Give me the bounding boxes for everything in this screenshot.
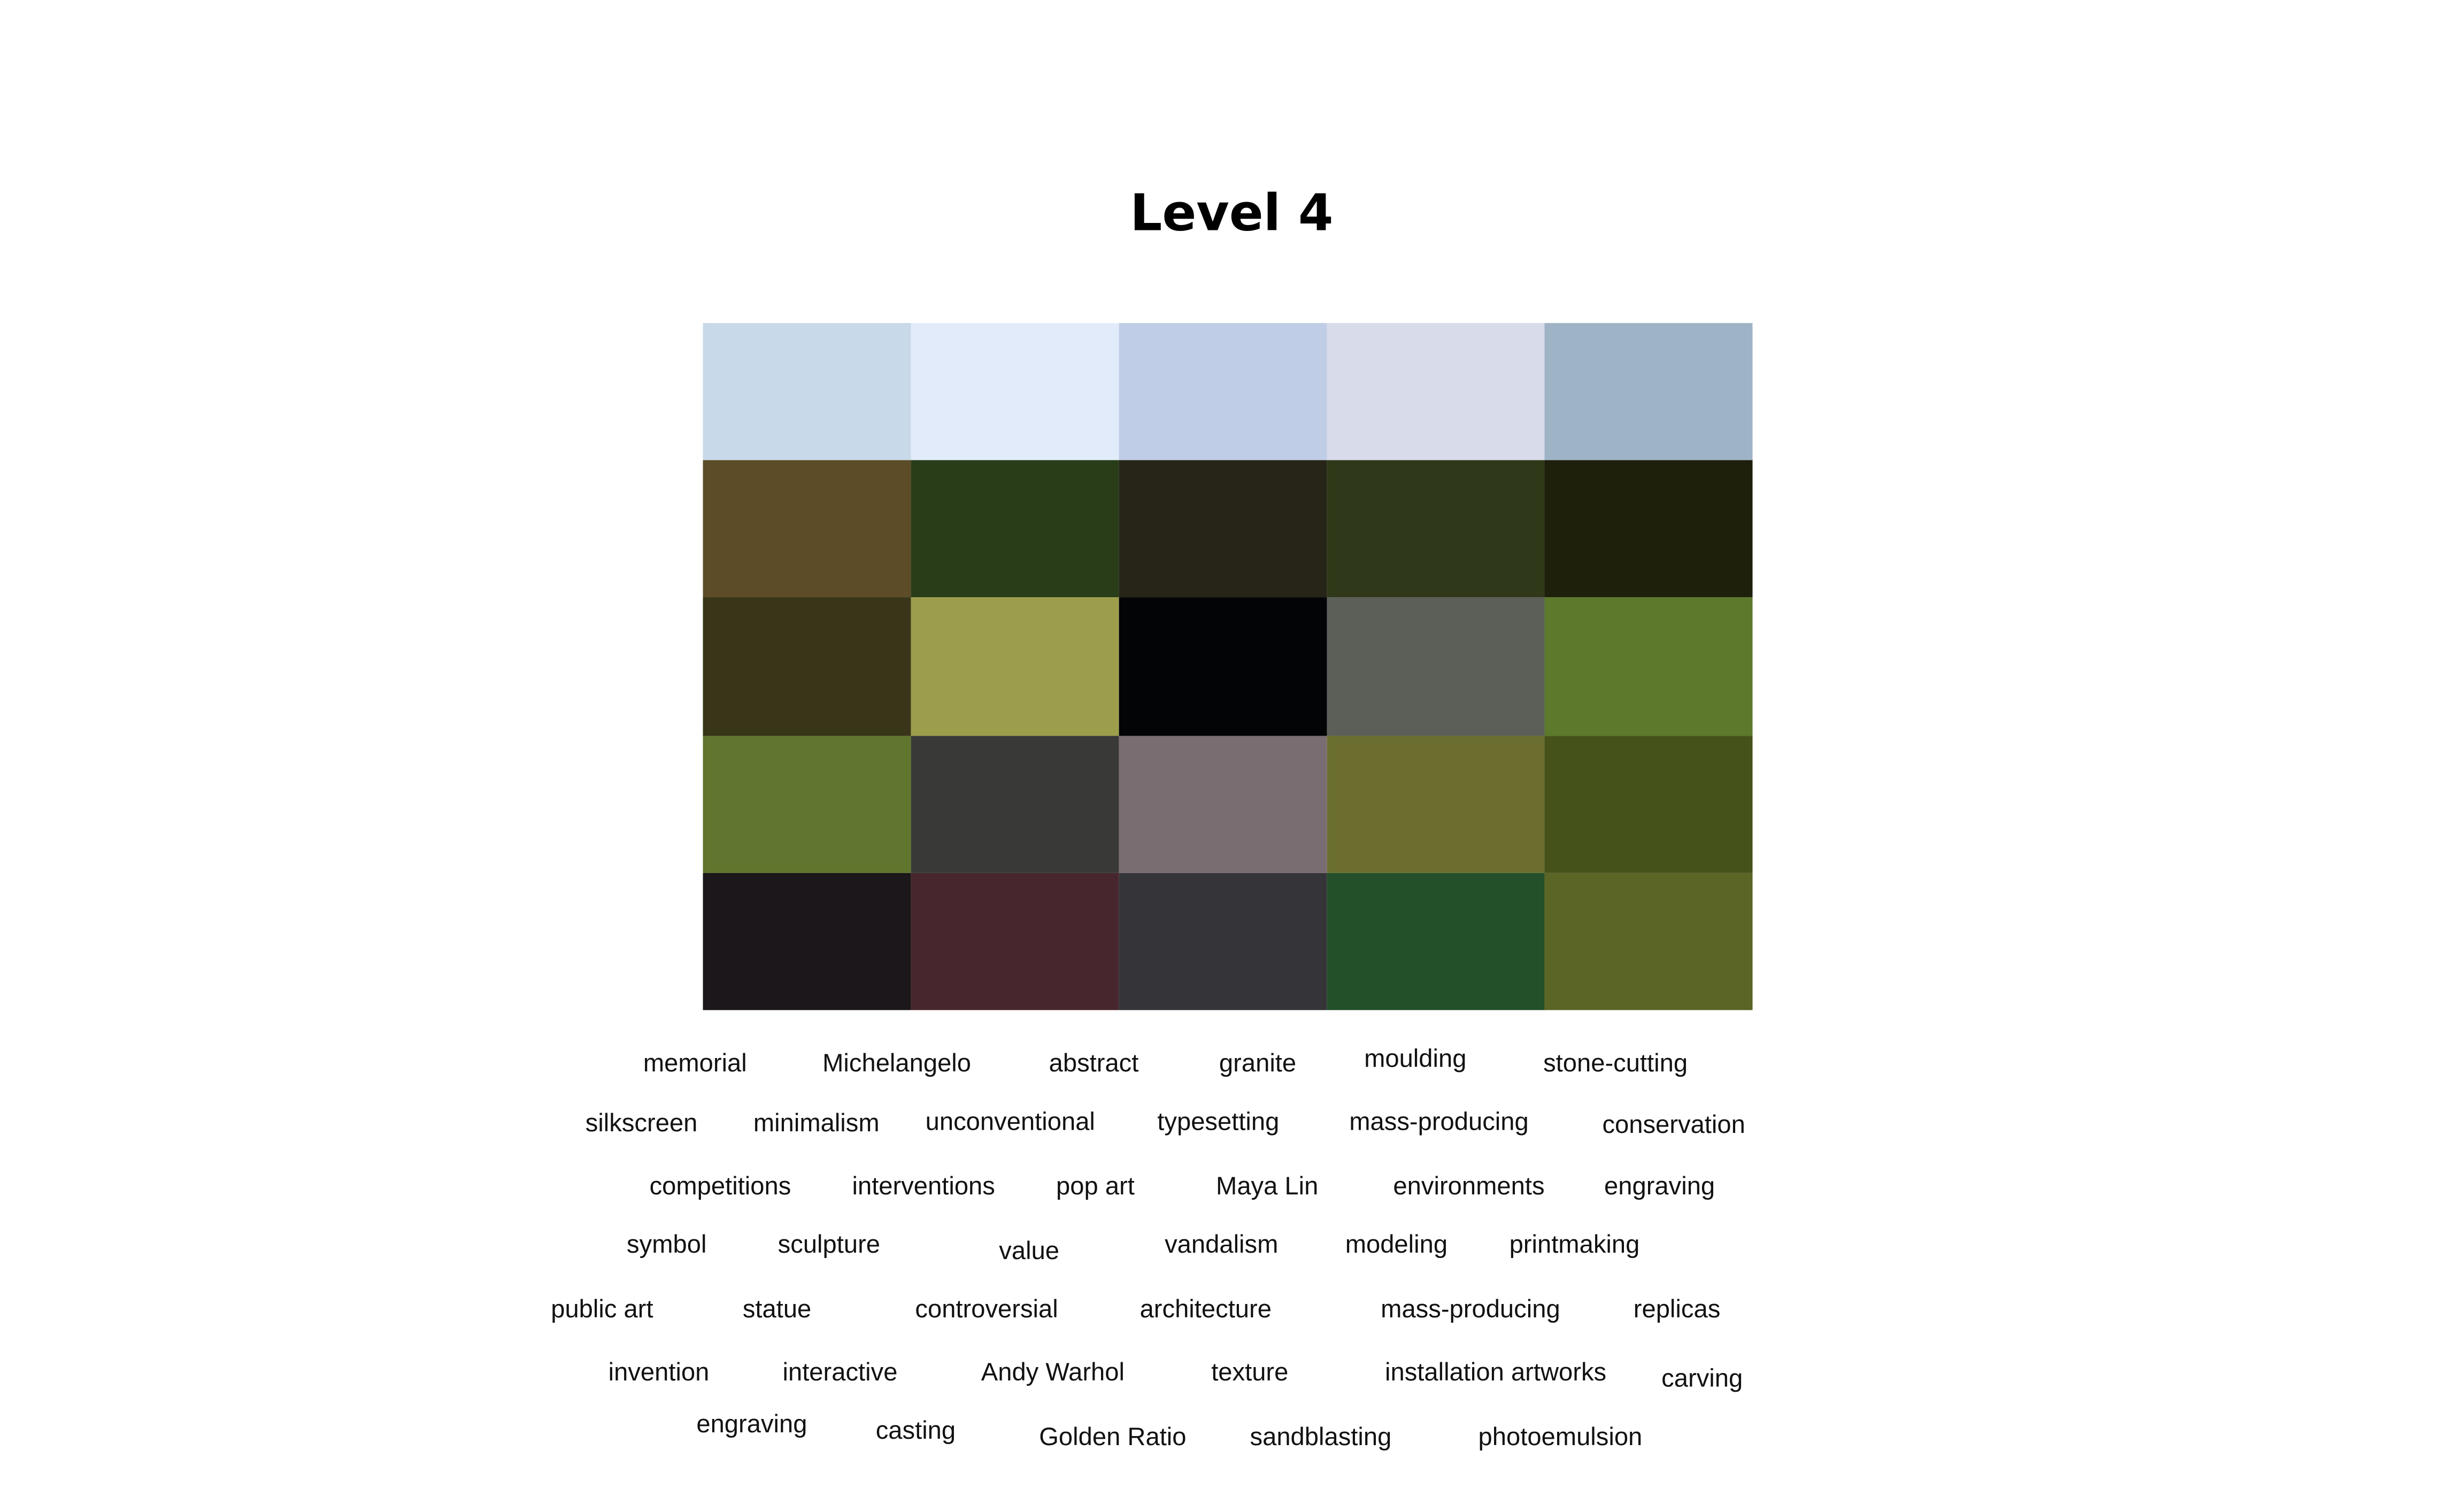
grid-cell[interactable]: [1544, 873, 1753, 1010]
word-tile[interactable]: Golden Ratio: [1039, 1424, 1187, 1452]
grid-cell[interactable]: [1544, 460, 1753, 598]
word-tile[interactable]: statue: [742, 1297, 812, 1324]
word-tile[interactable]: Michelangelo: [822, 1051, 972, 1078]
word-tile[interactable]: printmaking: [1509, 1232, 1640, 1259]
word-tile[interactable]: engraving: [696, 1411, 807, 1439]
grid-cell[interactable]: [703, 460, 911, 598]
word-tile[interactable]: sandblasting: [1250, 1424, 1392, 1452]
grid-cell[interactable]: [1119, 873, 1327, 1010]
grid-cell[interactable]: [1544, 598, 1753, 736]
grid-cell[interactable]: [911, 735, 1119, 873]
word-tile[interactable]: moulding: [1364, 1046, 1467, 1074]
grid-cell[interactable]: [1544, 323, 1753, 461]
word-tile[interactable]: value: [999, 1238, 1060, 1265]
grid-cell[interactable]: [911, 873, 1119, 1010]
grid-cell[interactable]: [1119, 460, 1327, 598]
grid-cell[interactable]: [1544, 735, 1753, 873]
word-tile[interactable]: typesetting: [1157, 1109, 1280, 1137]
word-tile[interactable]: granite: [1219, 1051, 1297, 1078]
grid-cell[interactable]: [703, 735, 911, 873]
word-tile[interactable]: interactive: [782, 1360, 898, 1387]
word-tile[interactable]: modeling: [1345, 1232, 1448, 1259]
word-tile[interactable]: stone-cutting: [1543, 1051, 1688, 1078]
word-tile[interactable]: carving: [1661, 1366, 1743, 1393]
word-tile[interactable]: photoemulsion: [1478, 1424, 1643, 1452]
color-grid: [703, 323, 1753, 1010]
word-tile[interactable]: competitions: [649, 1174, 791, 1201]
word-tile[interactable]: mass-producing: [1349, 1109, 1529, 1137]
word-tile[interactable]: Maya Lin: [1216, 1174, 1319, 1201]
word-tile[interactable]: interventions: [852, 1174, 995, 1201]
grid-cell[interactable]: [911, 598, 1119, 736]
word-tile[interactable]: mass-producing: [1381, 1297, 1560, 1324]
word-tile[interactable]: installation artworks: [1385, 1360, 1607, 1387]
word-tile[interactable]: invention: [608, 1360, 710, 1387]
grid-cell[interactable]: [911, 323, 1119, 461]
word-tile[interactable]: Andy Warhol: [981, 1360, 1125, 1387]
grid-cell[interactable]: [703, 598, 911, 736]
word-tile[interactable]: abstract: [1049, 1051, 1139, 1078]
level-title: Level 4: [1130, 182, 1334, 243]
grid-cell[interactable]: [1119, 323, 1327, 461]
word-tile[interactable]: casting: [875, 1418, 956, 1445]
word-tile[interactable]: symbol: [627, 1232, 707, 1259]
word-tile[interactable]: sculpture: [777, 1232, 881, 1259]
word-tile[interactable]: pop art: [1056, 1174, 1135, 1201]
word-tile[interactable]: silkscreen: [585, 1110, 698, 1138]
grid-cell[interactable]: [1119, 598, 1327, 736]
grid-cell[interactable]: [1327, 873, 1545, 1010]
grid-cell[interactable]: [1327, 735, 1545, 873]
word-tile[interactable]: minimalism: [753, 1110, 880, 1138]
word-tile[interactable]: conservation: [1602, 1112, 1745, 1139]
word-tile[interactable]: vandalism: [1165, 1232, 1279, 1259]
grid-cell[interactable]: [1327, 323, 1545, 461]
word-tile[interactable]: unconventional: [925, 1109, 1095, 1137]
word-tile[interactable]: environments: [1393, 1174, 1545, 1201]
grid-cell[interactable]: [703, 873, 911, 1010]
word-tile[interactable]: texture: [1211, 1360, 1289, 1387]
word-tile[interactable]: replicas: [1633, 1297, 1721, 1324]
grid-cell[interactable]: [1327, 460, 1545, 598]
word-tile[interactable]: public art: [551, 1297, 653, 1324]
grid-cell[interactable]: [911, 460, 1119, 598]
word-tile[interactable]: memorial: [643, 1051, 747, 1078]
grid-cell[interactable]: [1119, 735, 1327, 873]
word-tile[interactable]: engraving: [1604, 1174, 1715, 1201]
word-tile[interactable]: architecture: [1139, 1297, 1272, 1324]
grid-cell[interactable]: [1327, 598, 1545, 736]
word-tile[interactable]: controversial: [915, 1297, 1058, 1324]
grid-cell[interactable]: [703, 323, 911, 461]
